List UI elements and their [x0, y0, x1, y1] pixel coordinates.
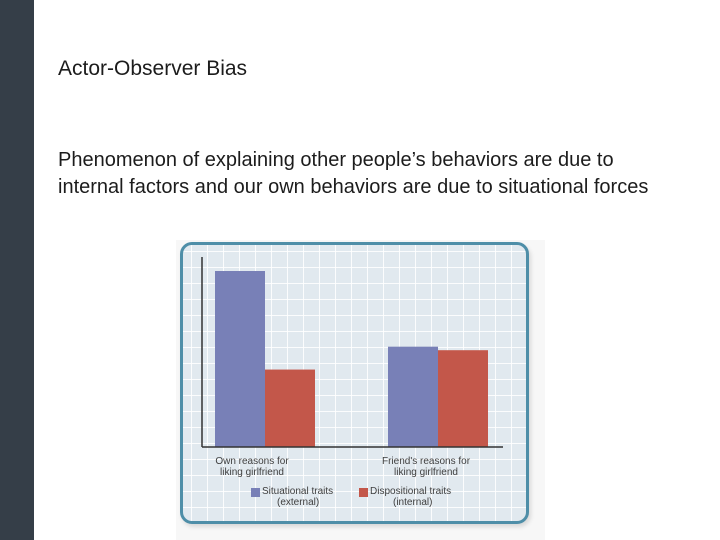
category-label-friend-line2: liking girlfriend: [394, 467, 458, 478]
slide-side-bar: [0, 0, 34, 540]
slide-body-text: Phenomenon of explaining other people’s …: [58, 149, 649, 198]
category-label-own: Own reasons for liking girlfriend: [187, 456, 317, 478]
legend-label-dispositional-line1: Dispositional traits: [370, 486, 452, 497]
legend-swatch-situational: [251, 488, 260, 497]
category-label-friend: Friend's reasons for liking girlfriend: [361, 456, 491, 478]
slide-title: Actor-Observer Bias: [58, 57, 248, 80]
legend-label-situational: Situational traits (external): [262, 486, 333, 508]
legend-swatch-dispositional: [359, 488, 368, 497]
bar-dispositional-friend: [438, 350, 488, 447]
bar-situational-friend: [388, 346, 438, 447]
category-label-own-line1: Own reasons for: [215, 456, 289, 467]
legend-label-situational-line2: (external): [277, 497, 320, 508]
legend-label-dispositional-line2: (internal): [393, 497, 433, 508]
bar-chart: [201, 257, 503, 448]
bar-situational-own: [215, 271, 265, 447]
bar-dispositional-own: [265, 369, 315, 447]
legend-label-dispositional: Dispositional traits (internal): [370, 486, 451, 508]
category-label-friend-line1: Friend's reasons for: [381, 456, 471, 467]
category-label-own-line2: liking girlfriend: [220, 467, 284, 478]
legend-label-situational-line1: Situational traits: [262, 486, 334, 497]
bar-chart-figure: Own reasons for liking girlfriend Friend…: [176, 240, 545, 540]
